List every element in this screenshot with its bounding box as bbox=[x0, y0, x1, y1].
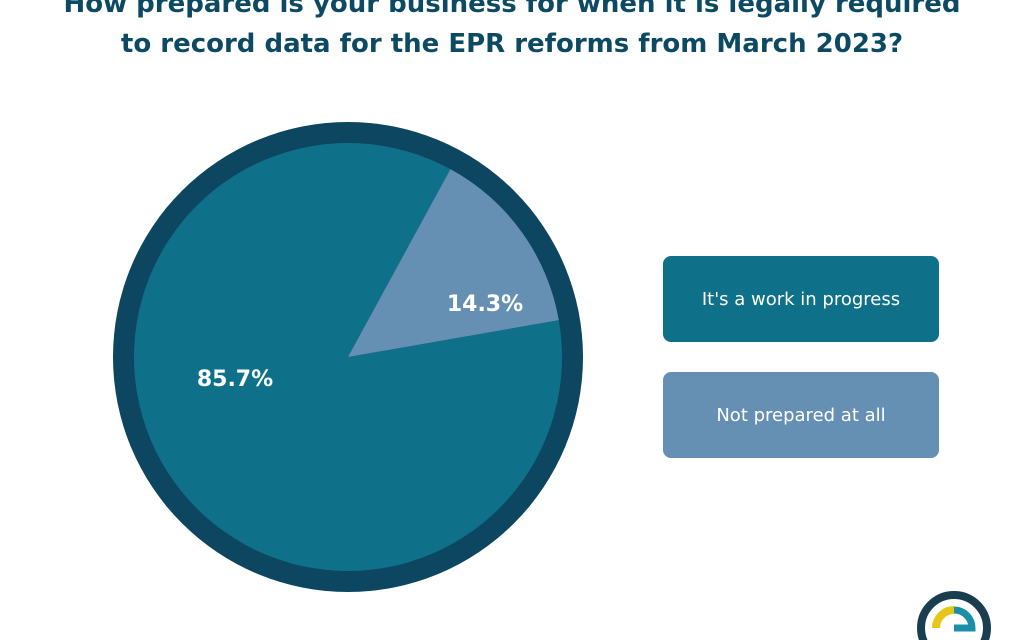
pie-slice-label: 85.7% bbox=[197, 367, 273, 392]
pie-slices bbox=[134, 143, 562, 572]
legend-label-not-prepared: Not prepared at all bbox=[716, 404, 886, 426]
legend-item-work-in-progress: It's a work in progress bbox=[663, 256, 939, 342]
legend-label-work-in-progress: It's a work in progress bbox=[701, 288, 901, 310]
chart-title-line-1: How prepared is your business for when i… bbox=[63, 0, 961, 19]
chart-title: How prepared is your business for when i… bbox=[40, 0, 984, 64]
legend-item-not-prepared: Not prepared at all bbox=[663, 372, 939, 458]
company-logo-icon bbox=[917, 591, 991, 640]
pie-slice bbox=[348, 169, 559, 357]
chart-title-line-2: to record data for the EPR reforms from … bbox=[120, 29, 904, 59]
pie-slice-label: 14.3% bbox=[447, 292, 523, 317]
pie-slice bbox=[134, 143, 562, 572]
pie-slice-labels: 85.7% 14.3% bbox=[197, 292, 523, 392]
